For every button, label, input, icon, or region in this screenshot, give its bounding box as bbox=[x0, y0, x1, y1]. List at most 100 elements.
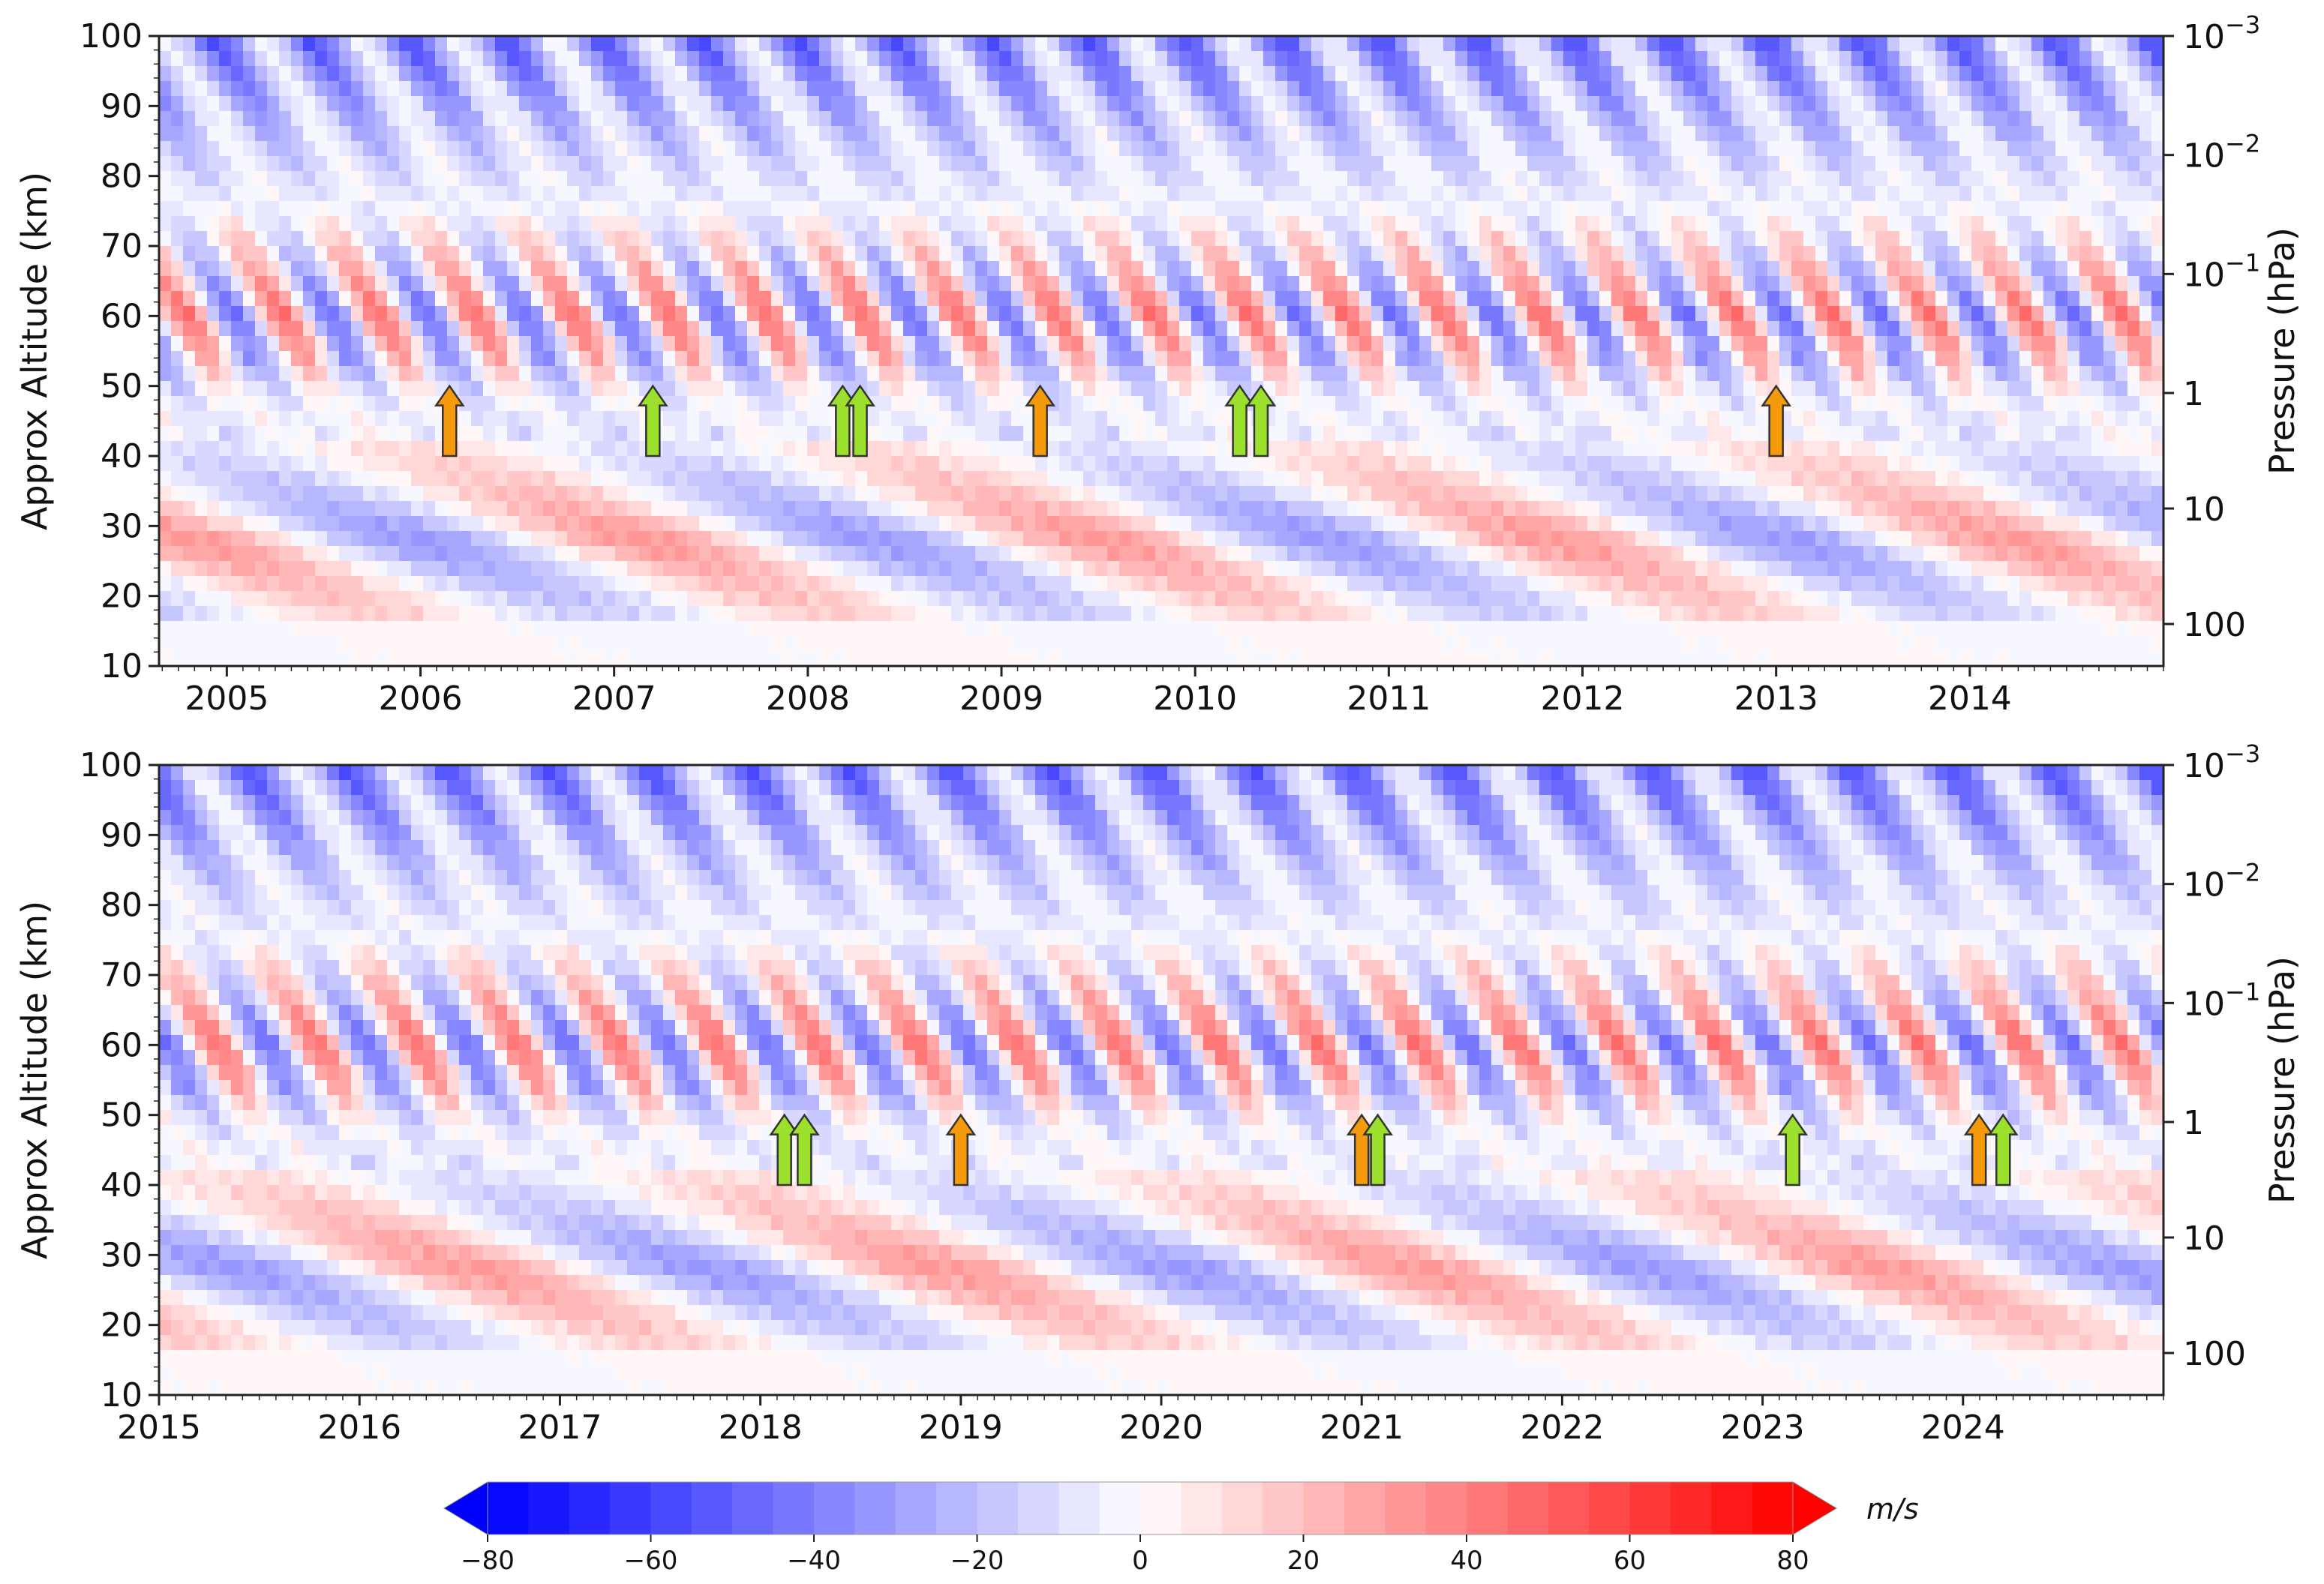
field-cell bbox=[1203, 591, 1216, 607]
field-cell bbox=[411, 456, 424, 472]
field-cell bbox=[1323, 66, 1336, 82]
field-cell bbox=[1227, 471, 1240, 487]
field-cell bbox=[639, 36, 652, 52]
field-cell bbox=[783, 156, 796, 172]
field-cell bbox=[1563, 96, 1576, 112]
field-cell bbox=[963, 531, 976, 547]
field-cell bbox=[663, 186, 676, 202]
field-cell bbox=[1239, 636, 1252, 652]
field-cell bbox=[591, 36, 604, 52]
field-cell bbox=[951, 156, 964, 172]
field-cell bbox=[531, 396, 544, 412]
field-cell bbox=[891, 411, 904, 427]
field-cell bbox=[375, 531, 388, 547]
field-cell bbox=[999, 396, 1012, 412]
field-cell bbox=[651, 141, 664, 157]
field-cell bbox=[531, 411, 544, 427]
field-cell bbox=[1299, 276, 1312, 292]
field-cell bbox=[1371, 501, 1384, 517]
field-cell bbox=[399, 66, 412, 82]
field-cell bbox=[531, 306, 544, 322]
field-cell bbox=[171, 81, 184, 97]
field-cell bbox=[831, 36, 844, 52]
field-cell bbox=[579, 636, 592, 652]
field-cell bbox=[963, 336, 976, 352]
field-cell bbox=[1311, 81, 1324, 97]
field-cell bbox=[1371, 36, 1384, 52]
field-cell bbox=[735, 351, 748, 367]
field-cell bbox=[1239, 456, 1252, 472]
field-cell bbox=[363, 156, 376, 172]
field-cell bbox=[1011, 351, 1024, 367]
field-cell bbox=[1539, 201, 1552, 217]
field-cell bbox=[627, 501, 640, 517]
field-cell bbox=[1299, 651, 1312, 667]
field-cell bbox=[1431, 141, 1444, 157]
field-cell bbox=[387, 246, 400, 262]
field-cell bbox=[963, 126, 976, 142]
field-cell bbox=[339, 576, 352, 592]
field-cell bbox=[411, 51, 424, 67]
field-cell bbox=[327, 141, 340, 157]
field-cell bbox=[1419, 366, 1432, 382]
field-cell bbox=[1539, 396, 1552, 412]
field-cell bbox=[819, 561, 832, 577]
field-cell bbox=[519, 471, 532, 487]
field-cell bbox=[1179, 321, 1192, 337]
field-cell bbox=[1323, 51, 1336, 67]
field-cell bbox=[891, 171, 904, 187]
field-cell bbox=[723, 201, 736, 217]
field-cell bbox=[927, 501, 940, 517]
field-cell bbox=[579, 261, 592, 277]
field-cell bbox=[1107, 291, 1120, 307]
field-cell bbox=[843, 366, 856, 382]
field-cell bbox=[759, 651, 772, 667]
field-cell bbox=[1107, 246, 1120, 262]
field-cell bbox=[1563, 621, 1576, 637]
field-cell bbox=[795, 411, 808, 427]
field-cell bbox=[891, 441, 904, 457]
field-cell bbox=[1263, 321, 1276, 337]
field-cell bbox=[939, 261, 952, 277]
field-cell bbox=[267, 546, 280, 562]
field-cell bbox=[1455, 396, 1468, 412]
field-cell bbox=[831, 486, 844, 502]
field-cell bbox=[1191, 411, 1204, 427]
field-cell bbox=[1455, 486, 1468, 502]
field-cell bbox=[735, 471, 748, 487]
field-cell bbox=[483, 546, 496, 562]
field-cell bbox=[951, 111, 964, 127]
field-cell bbox=[1395, 396, 1408, 412]
field-cell bbox=[1455, 36, 1468, 52]
field-cell bbox=[663, 621, 676, 637]
field-cell bbox=[1551, 621, 1564, 637]
field-cell bbox=[471, 366, 484, 382]
field-cell bbox=[927, 471, 940, 487]
field-cell bbox=[795, 141, 808, 157]
field-cell bbox=[999, 246, 1012, 262]
field-cell bbox=[699, 36, 712, 52]
field-cell bbox=[231, 291, 244, 307]
field-cell bbox=[807, 66, 820, 82]
field-cell bbox=[699, 171, 712, 187]
field-cell bbox=[183, 36, 196, 52]
field-cell bbox=[459, 441, 472, 457]
field-cell bbox=[1419, 171, 1432, 187]
field-cell bbox=[1143, 636, 1156, 652]
field-cell bbox=[267, 171, 280, 187]
field-cell bbox=[999, 291, 1012, 307]
field-cell bbox=[183, 561, 196, 577]
field-cell bbox=[1431, 321, 1444, 337]
field-cell bbox=[159, 186, 172, 202]
field-cell bbox=[615, 636, 628, 652]
field-cell bbox=[1335, 96, 1348, 112]
field-cell bbox=[735, 381, 748, 397]
field-cell bbox=[759, 141, 772, 157]
field-cell bbox=[831, 621, 844, 637]
field-cell bbox=[1083, 606, 1096, 622]
field-cell bbox=[1131, 306, 1144, 322]
field-cell bbox=[1575, 411, 1588, 427]
field-cell bbox=[1227, 171, 1240, 187]
field-cell bbox=[447, 591, 460, 607]
field-cell bbox=[375, 186, 388, 202]
